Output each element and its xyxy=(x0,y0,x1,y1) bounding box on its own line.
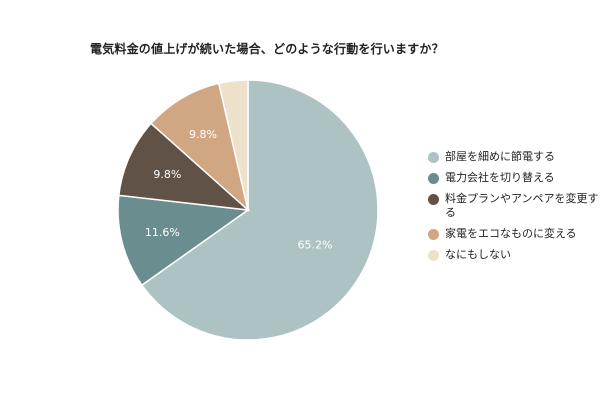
slice-value-label-4: 9.8% xyxy=(189,128,217,141)
legend-item-4: 家電をエコなものに変える xyxy=(428,227,600,241)
slice-value-label-2: 11.6% xyxy=(145,226,180,239)
legend-item-3: 料金プランやアンペアを変更する xyxy=(428,192,600,220)
legend-label: 料金プランやアンペアを変更する xyxy=(445,192,599,219)
legend-swatch xyxy=(428,152,439,163)
pie-slice-5 xyxy=(217,79,249,211)
slice-value-label-3: 9.8% xyxy=(153,168,181,181)
legend-swatch xyxy=(428,173,439,184)
chart-legend: 部屋を細めに節電する 電力会社を切り替える料金プランやアンペアを変更する家電をエコ… xyxy=(428,150,600,269)
legend-label: 家電をエコなものに変える xyxy=(445,227,577,240)
legend-label: 部屋を細めに節電する xyxy=(445,150,555,163)
pie-slice-4 xyxy=(149,82,250,213)
legend-item-5: なにもしない xyxy=(428,248,600,262)
legend-swatch xyxy=(428,194,439,205)
legend-label: なにもしない xyxy=(445,248,511,261)
legend-swatch xyxy=(428,250,439,261)
legend-swatch xyxy=(428,229,439,240)
pie-slice-1 xyxy=(140,79,379,341)
chart-title: 電気料金の値上げが続いた場合、どのような行動を行いますか？ xyxy=(90,42,444,56)
legend-item-1: 部屋を細めに節電する xyxy=(428,150,600,164)
legend-item-2: 電力会社を切り替える xyxy=(428,171,600,185)
legend-label: 電力会社を切り替える xyxy=(445,171,555,184)
pie-slice-2 xyxy=(117,194,251,287)
pie-slice-3 xyxy=(117,122,251,212)
slice-value-label-1: 65.2% xyxy=(297,239,332,252)
